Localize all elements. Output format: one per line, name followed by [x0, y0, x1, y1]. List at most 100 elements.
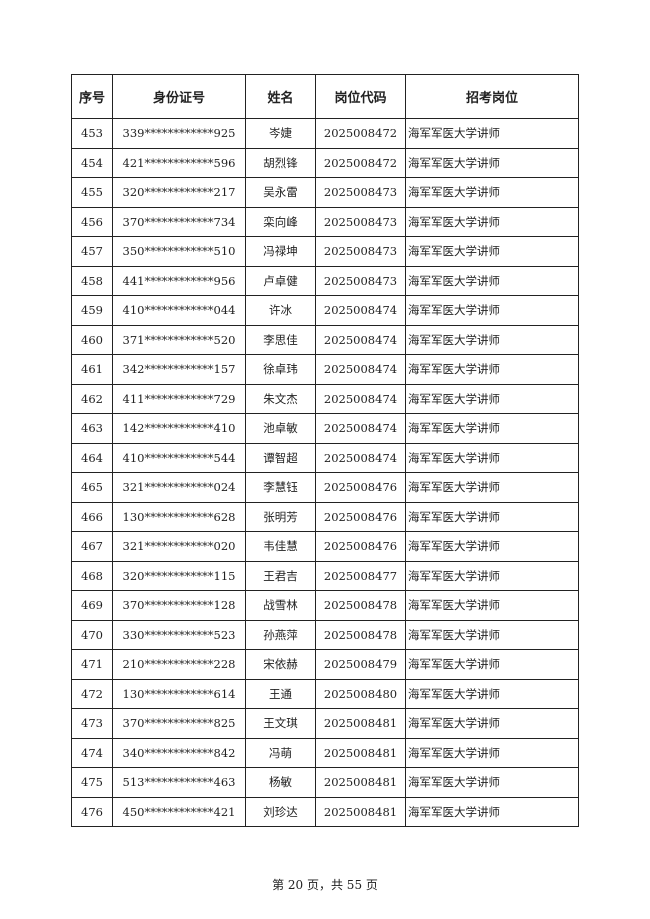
cell-position-code: 2025008473	[315, 265, 406, 296]
cell-id-number: 320************115	[112, 560, 246, 591]
cell-position-code: 2025008473	[315, 177, 406, 208]
cell-position: 海军军医大学讲师	[405, 649, 579, 680]
cell-position-code: 2025008481	[315, 708, 406, 739]
cell-id-number: 350************510	[112, 236, 246, 267]
header-name: 姓名	[245, 74, 316, 119]
cell-index: 474	[71, 737, 113, 768]
cell-position-code: 2025008476	[315, 472, 406, 503]
cell-position-code: 2025008474	[315, 413, 406, 444]
cell-position: 海军军医大学讲师	[405, 796, 579, 827]
cell-index: 466	[71, 501, 113, 532]
cell-id-number: 421************596	[112, 147, 246, 178]
cell-position: 海军军医大学讲师	[405, 678, 579, 709]
table-row: 456 370************734 栾向峰 2025008473 海军军医大学…	[71, 206, 579, 237]
cell-position-code: 2025008481	[315, 796, 406, 827]
table-row: 476 450************421 刘珍达 2025008481 海军军医大学…	[71, 796, 579, 827]
cell-name: 韦佳慧	[245, 531, 316, 562]
table-row: 464 410************544 谭智超 2025008474 海军军医大学…	[71, 442, 579, 473]
cell-position: 海军军医大学讲师	[405, 383, 579, 414]
cell-index: 460	[71, 324, 113, 355]
cell-id-number: 339************925	[112, 118, 246, 149]
cell-index: 458	[71, 265, 113, 296]
cell-position: 海军军医大学讲师	[405, 147, 579, 178]
header-position-code: 岗位代码	[315, 74, 406, 119]
cell-position: 海军军医大学讲师	[405, 295, 579, 326]
cell-index: 463	[71, 413, 113, 444]
cell-index: 465	[71, 472, 113, 503]
cell-index: 476	[71, 796, 113, 827]
cell-name: 杨敏	[245, 767, 316, 798]
cell-id-number: 130************614	[112, 678, 246, 709]
table-row: 458 441************956 卢卓健 2025008473 海军军医大学…	[71, 265, 579, 296]
cell-name: 张明芳	[245, 501, 316, 532]
cell-position-code: 2025008481	[315, 767, 406, 798]
cell-name: 冯禄坤	[245, 236, 316, 267]
cell-position-code: 2025008479	[315, 649, 406, 680]
table-row: 473 370************825 王文琪 2025008481 海军军医大学…	[71, 708, 579, 739]
cell-id-number: 342************157	[112, 354, 246, 385]
cell-name: 王文琪	[245, 708, 316, 739]
cell-position-code: 2025008473	[315, 236, 406, 267]
cell-position-code: 2025008474	[315, 295, 406, 326]
cell-index: 470	[71, 619, 113, 650]
cell-position-code: 2025008478	[315, 619, 406, 650]
cell-position: 海军军医大学讲师	[405, 354, 579, 385]
cell-position-code: 2025008480	[315, 678, 406, 709]
cell-name: 朱文杰	[245, 383, 316, 414]
cell-position: 海军军医大学讲师	[405, 737, 579, 768]
cell-index: 468	[71, 560, 113, 591]
cell-position: 海军军医大学讲师	[405, 206, 579, 237]
cell-id-number: 450************421	[112, 796, 246, 827]
cell-name: 宋依赫	[245, 649, 316, 680]
table-row: 460 371************520 李思佳 2025008474 海军军医大学…	[71, 324, 579, 355]
cell-index: 456	[71, 206, 113, 237]
cell-index: 459	[71, 295, 113, 326]
cell-index: 464	[71, 442, 113, 473]
cell-id-number: 370************734	[112, 206, 246, 237]
cell-id-number: 130************628	[112, 501, 246, 532]
cell-index: 461	[71, 354, 113, 385]
table-row: 454 421************596 胡烈锋 2025008472 海军军医大学…	[71, 147, 579, 178]
cell-position: 海军军医大学讲师	[405, 560, 579, 591]
cell-id-number: 142************410	[112, 413, 246, 444]
table-row: 475 513************463 杨敏 2025008481 海军军医大学讲…	[71, 767, 579, 798]
cell-id-number: 330************523	[112, 619, 246, 650]
cell-position-code: 2025008474	[315, 383, 406, 414]
table-row: 467 321************020 韦佳慧 2025008476 海军军医大学…	[71, 531, 579, 562]
cell-index: 467	[71, 531, 113, 562]
cell-id-number: 513************463	[112, 767, 246, 798]
cell-name: 战雪林	[245, 590, 316, 621]
cell-name: 卢卓健	[245, 265, 316, 296]
table-row: 463 142************410 池卓敏 2025008474 海军军医大学…	[71, 413, 579, 444]
table-row: 466 130************628 张明芳 2025008476 海军军医大学…	[71, 501, 579, 532]
cell-position: 海军军医大学讲师	[405, 767, 579, 798]
cell-position: 海军军医大学讲师	[405, 236, 579, 267]
cell-name: 孙燕萍	[245, 619, 316, 650]
page-number: 第 20 页，共 55 页	[272, 878, 378, 892]
table-row: 474 340************842 冯萌 2025008481 海军军医大学讲…	[71, 737, 579, 768]
cell-name: 岑婕	[245, 118, 316, 149]
cell-position-code: 2025008476	[315, 501, 406, 532]
cell-position: 海军军医大学讲师	[405, 118, 579, 149]
cell-name: 谭智超	[245, 442, 316, 473]
cell-position: 海军军医大学讲师	[405, 590, 579, 621]
table-row: 471 210************228 宋依赫 2025008479 海军军医大学…	[71, 649, 579, 680]
table-row: 462 411************729 朱文杰 2025008474 海军军医大学…	[71, 383, 579, 414]
cell-id-number: 411************729	[112, 383, 246, 414]
cell-name: 池卓敏	[245, 413, 316, 444]
cell-id-number: 441************956	[112, 265, 246, 296]
cell-name: 王通	[245, 678, 316, 709]
cell-name: 栾向峰	[245, 206, 316, 237]
cell-position: 海军军医大学讲师	[405, 177, 579, 208]
cell-id-number: 210************228	[112, 649, 246, 680]
cell-position-code: 2025008474	[315, 354, 406, 385]
cell-name: 许冰	[245, 295, 316, 326]
cell-position-code: 2025008473	[315, 206, 406, 237]
table-row: 468 320************115 王君吉 2025008477 海军军医大学…	[71, 560, 579, 591]
header-position: 招考岗位	[405, 74, 579, 119]
cell-index: 471	[71, 649, 113, 680]
cell-id-number: 320************217	[112, 177, 246, 208]
cell-name: 冯萌	[245, 737, 316, 768]
cell-index: 455	[71, 177, 113, 208]
cell-name: 徐卓玮	[245, 354, 316, 385]
